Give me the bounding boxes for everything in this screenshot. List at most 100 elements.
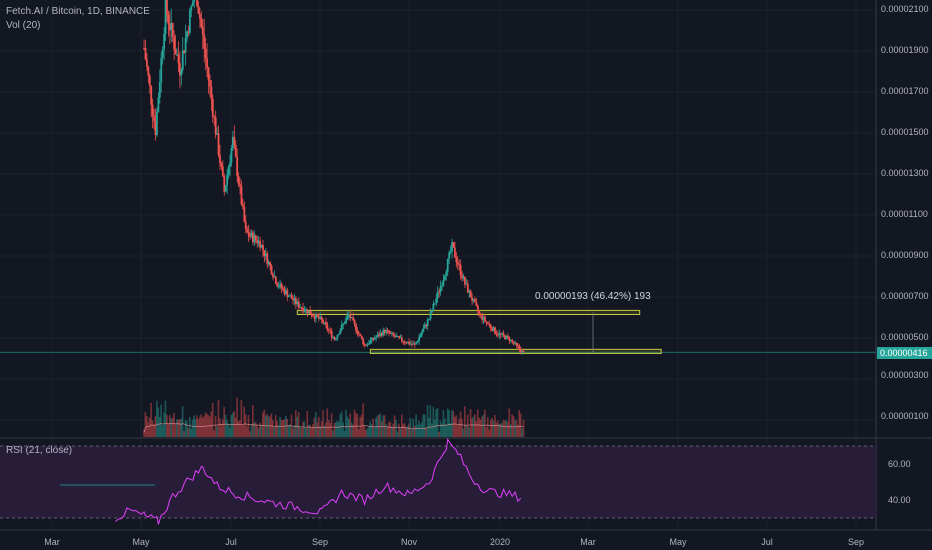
- candle-body: [402, 341, 405, 343]
- volume-bar: [300, 427, 303, 437]
- candle-body: [327, 329, 330, 331]
- candle-body: [369, 340, 372, 344]
- volume-bar: [160, 404, 162, 437]
- candle-body: [418, 337, 420, 342]
- candle-body: [147, 66, 150, 76]
- volume-bar: [358, 428, 360, 437]
- volume-bar: [392, 423, 394, 437]
- volume-bar: [365, 429, 367, 437]
- volume-bar: [190, 428, 193, 437]
- volume-bar: [310, 427, 313, 437]
- volume-bar: [200, 414, 203, 437]
- candle-body: [233, 136, 236, 145]
- candle-body: [253, 235, 256, 243]
- candle-body: [307, 310, 310, 314]
- candle-body: [501, 333, 504, 335]
- volume-bar: [250, 424, 253, 437]
- candle-body: [184, 37, 187, 53]
- volume-bars: [143, 397, 525, 437]
- candle-body: [504, 335, 506, 340]
- candle-body: [230, 148, 233, 163]
- volume-bar: [276, 421, 278, 437]
- volume-bar: [383, 415, 386, 437]
- volume-bar: [436, 408, 439, 437]
- candle-body: [355, 324, 357, 331]
- volume-bar: [446, 408, 449, 437]
- volume-bar: [379, 413, 382, 437]
- volume-bar: [150, 402, 152, 437]
- candle-body: [519, 349, 522, 353]
- candle-body: [193, 0, 196, 2]
- volume-bar: [297, 412, 300, 437]
- candle-body: [426, 319, 429, 326]
- volume-bar: [522, 419, 525, 437]
- volume-bar: [345, 409, 347, 437]
- volume-bar: [405, 427, 407, 437]
- candle-body: [522, 350, 525, 353]
- volume-bar: [188, 416, 191, 437]
- volume-bar: [283, 419, 286, 437]
- price-tick: 0.00000500: [881, 332, 929, 342]
- candle-body: [343, 323, 346, 325]
- candle-body: [267, 262, 270, 265]
- volume-bar: [247, 415, 250, 437]
- volume-bar: [323, 425, 326, 437]
- volume-bar: [386, 426, 389, 437]
- volume-bar: [220, 423, 223, 437]
- volume-bar: [221, 419, 224, 437]
- volume-bar: [517, 424, 519, 437]
- time-tick: Jul: [225, 537, 237, 547]
- candle-body: [161, 49, 164, 58]
- candle-body: [484, 316, 486, 322]
- candle-body: [421, 332, 423, 336]
- candle-body: [429, 312, 432, 320]
- candle-body: [448, 252, 451, 259]
- candle-body: [422, 328, 425, 333]
- candle-body: [326, 324, 329, 330]
- candle-body: [399, 337, 402, 339]
- volume-bar: [147, 422, 150, 437]
- volume-bar: [259, 422, 261, 437]
- candle-body: [396, 335, 399, 337]
- candle-body: [376, 334, 379, 338]
- candle-body: [342, 323, 345, 325]
- volume-bar: [488, 429, 490, 437]
- candle-body: [262, 245, 264, 251]
- time-tick: Nov: [400, 537, 418, 547]
- candle-body: [206, 58, 208, 68]
- price-tick: 0.00000100: [881, 411, 929, 421]
- candle-body: [164, 0, 167, 34]
- candle-body: [508, 337, 511, 341]
- volume-bar: [412, 418, 415, 437]
- candle-body: [332, 337, 335, 339]
- candle-body: [260, 245, 263, 248]
- volume-bar: [413, 425, 416, 437]
- candle-body: [416, 341, 419, 343]
- candle-body: [461, 274, 463, 279]
- candle-body: [475, 302, 478, 306]
- candle-body: [411, 343, 413, 345]
- volume-bar: [395, 420, 397, 437]
- candle-body: [243, 206, 246, 222]
- candle-body: [383, 330, 386, 333]
- volume-bar: [333, 422, 336, 437]
- candle-body: [433, 303, 436, 305]
- candle-body: [254, 235, 257, 241]
- candle-body: [227, 167, 230, 175]
- candle-body: [266, 253, 269, 265]
- candle-body: [310, 314, 313, 316]
- candle-body: [353, 320, 356, 325]
- volume-bar: [213, 430, 215, 437]
- candle-body: [302, 307, 304, 312]
- candle-body: [319, 316, 322, 319]
- volume-bar: [170, 418, 172, 437]
- candle-body: [330, 331, 333, 338]
- volume-bar: [370, 424, 373, 437]
- volume-bar: [514, 420, 516, 437]
- candle-body: [167, 14, 170, 25]
- volume-bar: [156, 400, 158, 437]
- candle-body: [329, 330, 332, 332]
- volume-bar: [164, 400, 167, 437]
- volume-bar: [262, 412, 264, 437]
- volume-bar: [244, 414, 247, 437]
